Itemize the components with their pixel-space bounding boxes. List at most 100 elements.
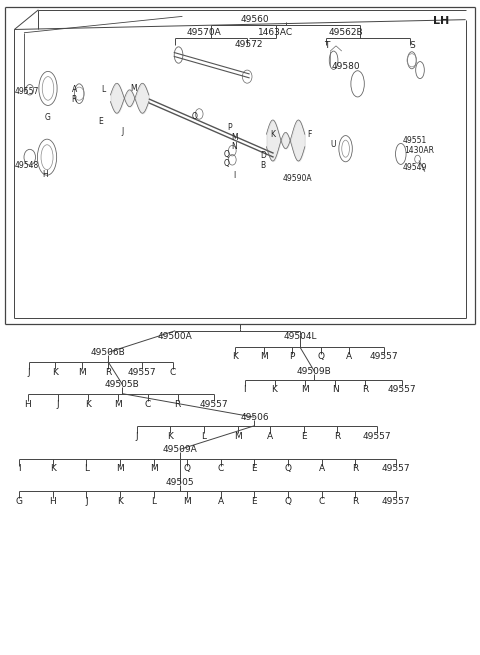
Text: 49557: 49557 xyxy=(199,400,228,409)
Text: A: A xyxy=(267,432,273,441)
Text: H: H xyxy=(49,497,56,506)
Text: 49562B: 49562B xyxy=(328,28,363,37)
Text: M: M xyxy=(260,352,268,362)
Text: S: S xyxy=(409,41,415,50)
Text: 49509B: 49509B xyxy=(297,367,332,376)
Text: 49509A: 49509A xyxy=(163,445,197,454)
Text: A: A xyxy=(347,352,352,362)
Text: O: O xyxy=(192,112,197,121)
Text: I: I xyxy=(18,464,21,474)
Text: D: D xyxy=(260,151,266,160)
Text: M: M xyxy=(150,464,157,474)
Text: K: K xyxy=(117,497,123,506)
Text: M: M xyxy=(116,464,124,474)
Text: A: A xyxy=(218,497,224,506)
Text: 49506: 49506 xyxy=(240,413,269,422)
Text: E: E xyxy=(98,117,103,126)
Text: A: A xyxy=(319,464,324,474)
Text: Q: Q xyxy=(285,464,291,474)
Text: H: H xyxy=(24,400,31,409)
Text: M: M xyxy=(78,367,85,377)
Text: C: C xyxy=(169,367,176,377)
Text: 49580: 49580 xyxy=(331,62,360,71)
Text: K: K xyxy=(50,464,56,474)
Text: T: T xyxy=(324,41,329,50)
Text: K: K xyxy=(272,385,277,394)
Text: K: K xyxy=(232,352,238,362)
Text: L: L xyxy=(202,432,206,441)
Text: C: C xyxy=(217,464,224,474)
Text: M: M xyxy=(114,400,122,409)
Text: R: R xyxy=(72,95,77,104)
Text: M: M xyxy=(130,84,137,93)
Text: R: R xyxy=(361,385,368,394)
Text: L: L xyxy=(101,85,105,94)
Text: K: K xyxy=(270,130,275,139)
Text: 49505B: 49505B xyxy=(105,380,140,389)
Text: E: E xyxy=(301,432,307,441)
Text: M: M xyxy=(231,133,238,142)
Text: P: P xyxy=(289,352,295,362)
Text: R: R xyxy=(352,497,359,506)
Text: R: R xyxy=(174,400,181,409)
Text: 49505: 49505 xyxy=(166,478,194,487)
Text: 49549: 49549 xyxy=(403,162,427,172)
Text: Q: Q xyxy=(224,159,230,168)
Text: K: K xyxy=(168,432,173,441)
Text: Q: Q xyxy=(317,352,324,362)
Text: 49548: 49548 xyxy=(14,160,38,170)
Text: Q: Q xyxy=(285,497,291,506)
Text: LH: LH xyxy=(433,16,450,26)
Text: 49504L: 49504L xyxy=(283,331,317,341)
Text: Q: Q xyxy=(184,464,191,474)
Text: H: H xyxy=(43,170,48,179)
Text: Q: Q xyxy=(224,150,230,159)
Text: I: I xyxy=(233,171,235,180)
Text: J: J xyxy=(121,126,123,136)
Text: N: N xyxy=(231,142,237,151)
Text: C: C xyxy=(318,497,325,506)
Text: J: J xyxy=(135,432,138,441)
Text: L: L xyxy=(151,497,156,506)
Text: N: N xyxy=(332,385,338,394)
Text: 1430AR: 1430AR xyxy=(404,146,434,155)
Text: 49557: 49557 xyxy=(127,367,156,377)
Text: L: L xyxy=(84,464,89,474)
Text: 49572: 49572 xyxy=(234,40,263,49)
Text: J: J xyxy=(56,400,59,409)
Text: K: K xyxy=(52,367,58,377)
Text: J: J xyxy=(85,497,88,506)
Text: 49557: 49557 xyxy=(382,497,410,506)
Text: R: R xyxy=(334,432,341,441)
Text: A: A xyxy=(72,85,77,94)
Text: 49557: 49557 xyxy=(388,385,417,394)
Text: M: M xyxy=(301,385,309,394)
Text: 49557: 49557 xyxy=(14,87,38,96)
Text: P: P xyxy=(227,122,232,132)
Text: 49506B: 49506B xyxy=(91,348,125,357)
Text: E: E xyxy=(252,464,257,474)
Text: B: B xyxy=(261,160,265,170)
Text: M: M xyxy=(234,432,241,441)
Text: 49557: 49557 xyxy=(370,352,398,362)
Text: 49500A: 49500A xyxy=(158,331,192,341)
Text: G: G xyxy=(16,497,23,506)
Text: 49551: 49551 xyxy=(403,136,427,145)
Text: 49557: 49557 xyxy=(362,432,391,441)
Text: F: F xyxy=(307,130,312,139)
Text: 49557: 49557 xyxy=(382,464,410,474)
Text: 49590A: 49590A xyxy=(283,174,312,183)
Text: R: R xyxy=(352,464,359,474)
Text: J: J xyxy=(27,367,30,377)
Text: E: E xyxy=(252,497,257,506)
Text: M: M xyxy=(183,497,191,506)
Text: I: I xyxy=(243,385,246,394)
Text: K: K xyxy=(85,400,91,409)
Text: 49560: 49560 xyxy=(240,15,269,24)
Text: C: C xyxy=(144,400,151,409)
Text: 49570A: 49570A xyxy=(187,28,221,37)
Text: G: G xyxy=(45,113,51,122)
Text: R: R xyxy=(105,367,111,377)
Text: 1463AC: 1463AC xyxy=(258,28,294,37)
Text: U: U xyxy=(331,140,336,149)
